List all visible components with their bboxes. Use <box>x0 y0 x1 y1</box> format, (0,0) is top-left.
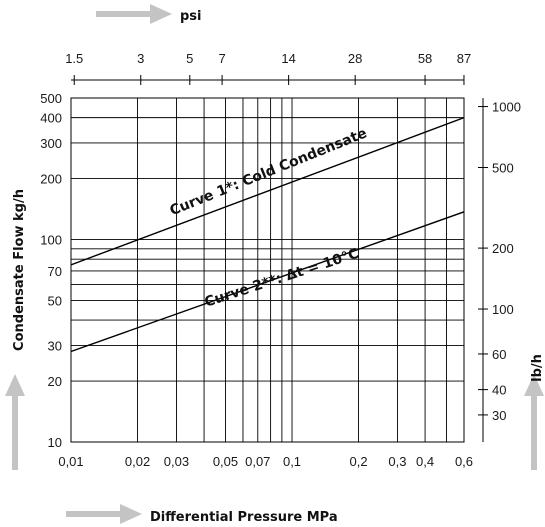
x-tick-label: 0,2 <box>350 454 368 469</box>
y-tick-label: 70 <box>48 264 62 279</box>
y-tick-label: 30 <box>48 338 62 353</box>
top-axis-title: psi <box>180 9 202 24</box>
series-label-curve-1: Curve 1*: Cold Condensate <box>168 125 370 219</box>
top-tick-label: 87 <box>457 51 471 66</box>
left-axis-arrow-icon <box>5 374 25 470</box>
curves <box>71 118 464 352</box>
right-tick-label: 60 <box>492 347 506 362</box>
top-tick-label: 7 <box>218 51 225 66</box>
y-tick-label: 50 <box>48 293 62 308</box>
y-tick-label: 100 <box>40 233 62 248</box>
plot-frame <box>71 98 464 442</box>
x-tick-label: 0,03 <box>164 454 189 469</box>
y-tick-label: 10 <box>48 435 62 450</box>
x-tick-label: 0,1 <box>283 454 301 469</box>
right-axis-title: lb/h <box>530 354 545 382</box>
x-axis-title: Differential Pressure MPa <box>150 510 338 525</box>
right-tick-label: 500 <box>492 161 514 176</box>
top-tick-label: 3 <box>137 51 144 66</box>
top-tick-label: 28 <box>348 51 362 66</box>
tick-labels: 0,01 0,02 0,03 0,05 0,07 0,1 0,2 0,3 0,4 0,6 10 20 3… <box>40 51 521 469</box>
y-tick-label: 300 <box>40 136 62 151</box>
y-tick-label: 200 <box>40 172 62 187</box>
bottom-axis-arrow-icon <box>66 504 142 524</box>
right-tick-label: 100 <box>492 302 514 317</box>
right-tick-label: 40 <box>492 383 506 398</box>
top-tick-label: 1.5 <box>65 51 83 66</box>
right-tick-label: 1000 <box>492 100 521 115</box>
top-tick-label: 58 <box>418 51 432 66</box>
right-axis-arrow-icon <box>524 374 544 470</box>
x-tick-label: 0,07 <box>245 454 270 469</box>
x-tick-label: 0,05 <box>213 454 238 469</box>
y-tick-label: 500 <box>40 91 62 106</box>
top-tick-label: 14 <box>281 51 295 66</box>
top-tick-label: 5 <box>186 51 193 66</box>
x-tick-label: 0,02 <box>125 454 150 469</box>
x-tick-label: 0,01 <box>58 454 83 469</box>
x-tick-label: 0,6 <box>455 454 473 469</box>
right-tick-label: 30 <box>492 408 506 423</box>
x-tick-label: 0,3 <box>388 454 406 469</box>
y-tick-label: 400 <box>40 111 62 126</box>
series-line-curve-1 <box>71 118 464 265</box>
y-tick-label: 20 <box>48 374 62 389</box>
x-tick-label: 0,4 <box>416 454 434 469</box>
grid <box>71 98 464 442</box>
right-tick-label: 200 <box>492 241 514 256</box>
top-axis-arrow-icon <box>96 4 172 24</box>
y-axis-title: Condensate Flow kg/h <box>12 189 27 351</box>
